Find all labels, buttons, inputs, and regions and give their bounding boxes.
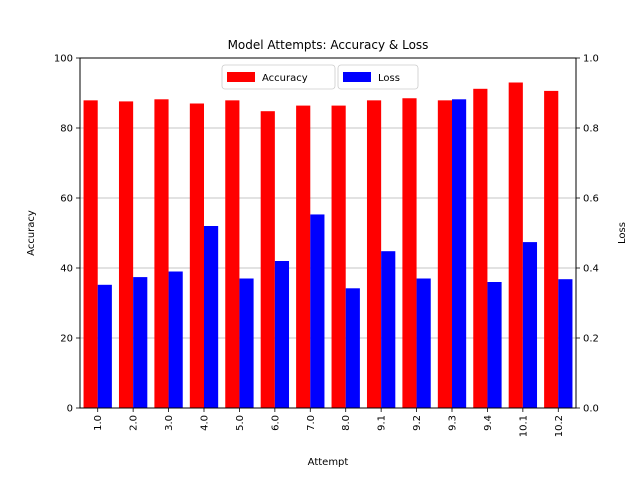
y-tick-label: 40 [60,264,73,275]
accuracy-bar [437,100,452,408]
accuracy-bar [189,103,204,408]
x-tick-label: 9.4 [483,415,494,431]
x-tick-label: 5.0 [235,415,246,431]
loss-bar [133,277,148,408]
legend-loss-label: Loss [378,73,400,84]
left-axis: 0 20 40 60 80 100 [54,54,80,415]
chart-title: Model Attempts: Accuracy & Loss [228,38,429,52]
loss-bar [416,278,431,408]
y-axis-title: Accuracy [26,210,37,256]
y2-tick-label: 0.8 [583,124,599,135]
y-tick-label: 100 [54,54,73,65]
x-tick-label: 4.0 [200,415,211,431]
accuracy-bar [402,98,417,408]
plot-frame [79,57,577,409]
accuracy-bar [154,99,169,409]
x-tick-label: 9.1 [377,415,388,431]
y2-tick-label: 1.0 [583,54,599,65]
y-tick-label: 0 [67,404,73,415]
x-tick-label: 1.0 [93,415,104,431]
right-axis: 0.0 0.2 0.4 0.6 0.8 1.0 [576,54,599,415]
loss-bar [274,261,290,408]
legend: Accuracy Loss [221,64,419,90]
loss-bar [452,99,467,409]
legend-loss-swatch [343,72,371,82]
accuracy-bar [544,90,559,409]
grid [80,127,576,339]
accuracy-bar [366,100,382,408]
loss-bar [97,284,112,408]
loss-bar [345,288,360,408]
legend-accuracy [221,64,336,90]
accuracy-bar [118,101,134,409]
x-tick-label: 7.0 [306,415,317,431]
x-axis-title: Attempt [308,457,349,468]
y2-tick-label: 0.0 [583,404,599,415]
x-axis: 1.0 2.0 3.0 4.0 5.0 6.0 7.0 8.0 9.1 9.2 9.3 9.4 10.1… [93,408,565,437]
loss-bar [381,251,396,408]
loss-bar [522,242,538,408]
accuracy-bar [473,88,488,409]
legend-loss [337,64,419,90]
loss-bar [168,271,183,408]
y-tick-label: 80 [60,124,73,135]
x-tick-label: 10.2 [554,415,565,437]
y-tick-label: 60 [60,194,73,205]
x-tick-label: 2.0 [129,415,140,431]
y2-tick-label: 0.2 [583,334,599,345]
y2-tick-label: 0.4 [583,264,599,275]
accuracy-bar [83,100,98,408]
x-tick-label: 10.1 [518,415,529,437]
x-tick-label: 8.0 [341,415,352,431]
accuracy-bar [260,111,275,408]
legend-accuracy-swatch [227,72,255,82]
x-tick-label: 9.3 [448,415,459,431]
loss-bar [204,226,219,408]
accuracy-bar [225,100,240,408]
legend-accuracy-label: Accuracy [262,73,308,84]
y2-axis-title: Loss [617,222,628,244]
x-tick-label: 3.0 [164,415,175,431]
y2-tick-label: 0.6 [583,194,599,205]
accuracy-bar [508,82,523,408]
accuracy-bar [296,105,311,408]
x-tick-label: 6.0 [270,415,281,431]
x-tick-label: 9.2 [412,415,423,431]
y-tick-label: 20 [60,334,73,345]
bars [83,82,573,409]
accuracy-bar [331,105,346,408]
loss-bar [558,279,573,408]
loss-bar [487,282,502,408]
loss-bar [239,278,254,408]
loss-bar [310,214,325,408]
